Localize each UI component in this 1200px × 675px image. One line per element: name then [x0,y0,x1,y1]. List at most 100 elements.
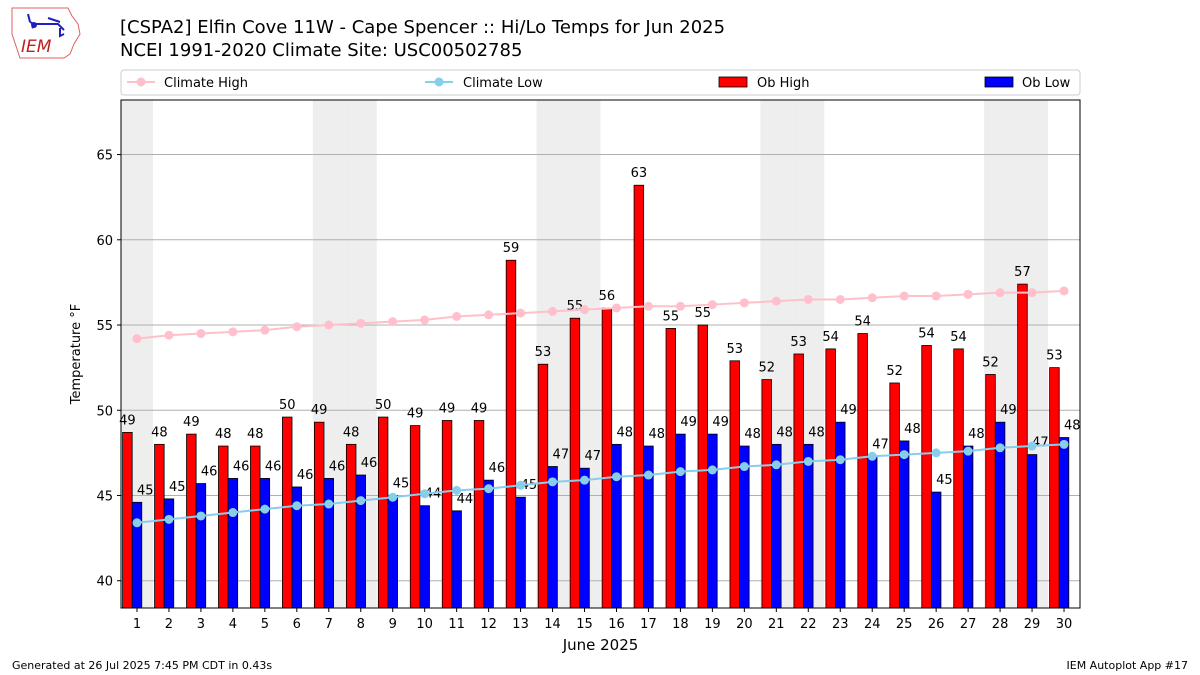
ob-low-label: 49 [680,415,697,430]
ob-high-bar [377,416,389,609]
climate-low-point [867,451,877,461]
ob-high-bar [505,259,517,609]
climate-high-point [260,325,270,335]
climate-low-point [580,475,590,485]
ob-low-bar [1058,437,1070,609]
ob-high-label: 54 [918,326,935,341]
ob-low-label: 48 [776,425,793,440]
ob-low-bar [962,445,974,609]
y-axis-label: Temperature °F [69,304,84,405]
ob-low-bar [515,496,526,609]
climate-low-point [931,448,941,458]
ob-low-bar [707,433,718,609]
ob-low-label: 45 [936,473,953,488]
climate-low-point [739,462,749,472]
ob-high-label: 49 [407,407,424,422]
climate-low-point [228,508,238,518]
x-tick-label: 20 [736,617,753,632]
ob-high-bar [122,432,133,609]
climate-high-point [484,310,494,320]
ob-high-bar [633,184,645,609]
ob-high-label: 63 [631,166,648,181]
ob-high-label: 59 [503,241,520,256]
ob-low-bar [643,445,654,609]
ob-high-bar [409,425,421,609]
ob-low-label: 45 [521,478,538,493]
climate-high-point [452,311,462,321]
ob-low-bar [611,443,622,609]
ob-high-label: 53 [1046,349,1063,364]
ob-high-bar [186,433,197,609]
climate-low-point [835,455,845,465]
legend-climate-high-label: Climate High [164,76,248,91]
climate-high-point [899,291,909,301]
ob-low-label: 46 [361,456,378,471]
climate-low-point [995,443,1005,453]
climate-high-point [164,330,174,340]
climate-high-point [771,296,781,306]
ob-high-label: 57 [1014,265,1031,280]
climate-low-point [707,465,717,475]
ob-high-bar [985,374,996,609]
ob-high-bar [537,363,549,609]
x-tick-label: 3 [197,617,205,632]
climate-high-point [995,288,1005,298]
ob-low-label: 45 [137,483,154,498]
ob-high-label: 49 [471,401,488,416]
ob-low-label: 49 [840,403,857,418]
ob-low-label: 47 [872,437,889,452]
climate-low-point [292,501,302,511]
legend-climate-low-label: Climate Low [463,76,543,91]
ob-high-label: 48 [343,425,360,440]
climate-low-point [611,472,621,482]
ob-low-label: 45 [169,480,186,495]
ob-high-bar [569,317,581,609]
ob-low-bar [195,483,207,609]
ob-low-bar [419,505,430,609]
climate-high-point [611,303,621,313]
climate-high-point [580,305,590,315]
climate-low-point [484,484,494,494]
y-tick-label: 55 [96,319,113,334]
x-tick-label: 30 [1056,617,1073,632]
ob-high-bar [473,420,485,609]
climate-low-point [1027,441,1037,451]
climate-low-point [643,470,653,480]
climate-low-point [324,499,334,509]
legend-ob-high-icon [718,76,748,88]
x-tick-label: 10 [416,617,433,632]
climate-low-point [771,460,781,470]
x-tick-label: 17 [640,617,657,632]
climate-high-point [420,315,430,325]
ob-low-bar [898,440,910,609]
ob-high-label: 54 [854,315,871,330]
legend-climate-low-marker [434,77,444,87]
ob-high-label: 53 [726,342,743,357]
ob-low-label: 48 [744,427,761,442]
x-tick-label: 8 [357,617,365,632]
ob-low-label: 46 [265,459,282,474]
climate-low-point [963,446,973,456]
ob-high-label: 48 [215,427,232,442]
ob-low-bar [451,510,462,609]
ob-high-label: 49 [439,401,456,416]
climate-high-point [707,300,717,310]
generated-footer: Generated at 26 Jul 2025 7:45 PM CDT in … [12,659,273,672]
ob-low-label: 44 [425,487,442,502]
ob-low-label: 47 [553,448,570,463]
ob-high-label: 52 [758,361,775,376]
x-tick-label: 19 [704,617,721,632]
ob-high-bar [857,333,868,609]
ob-high-label: 56 [599,289,616,304]
ob-low-label: 47 [585,449,602,464]
chart-title: [CSPA2] Elfin Cove 11W - Cape Spencer ::… [120,17,726,38]
ob-high-bar [1049,367,1060,609]
ob-low-bar [227,478,239,609]
ob-low-bar [355,474,366,609]
ob-low-label: 44 [457,492,474,507]
iem-logo: IEM [11,7,81,59]
ob-high-label: 48 [151,425,168,440]
climate-low-point [1059,439,1069,449]
climate-high-point [835,294,845,304]
climate-high-line [136,289,1065,340]
